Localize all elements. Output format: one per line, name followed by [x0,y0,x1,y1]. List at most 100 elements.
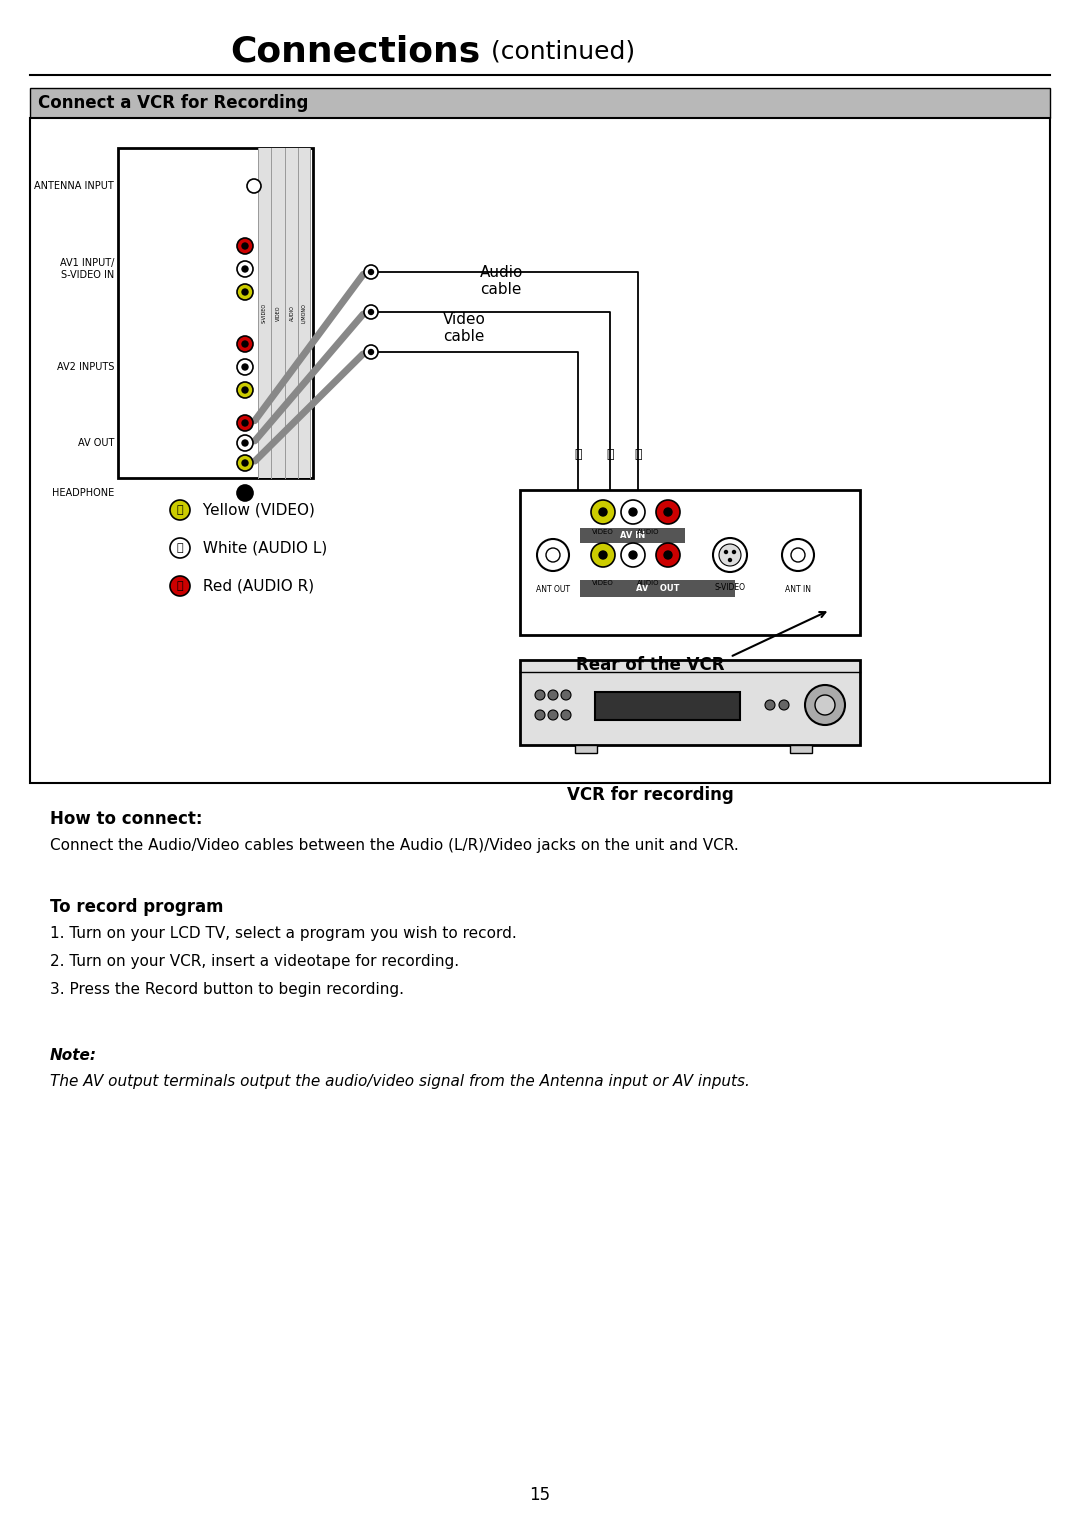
Circle shape [364,266,378,279]
Circle shape [242,363,248,370]
Circle shape [732,551,735,553]
Text: To record program: To record program [50,898,224,916]
Circle shape [537,539,569,571]
Circle shape [364,305,378,319]
Circle shape [242,266,248,272]
Circle shape [815,695,835,715]
Text: Ⓡ: Ⓡ [634,449,642,461]
Text: Connections: Connections [230,35,480,69]
Text: 1. Turn on your LCD TV, select a program you wish to record.: 1. Turn on your LCD TV, select a program… [50,925,516,941]
Bar [575,745,597,753]
Circle shape [599,551,607,559]
Circle shape [247,179,261,192]
Text: AV2 INPUTS: AV2 INPUTS [56,362,114,373]
Bar [30,118,1050,783]
Circle shape [237,261,253,276]
Text: VIDEO: VIDEO [592,580,613,586]
Circle shape [664,551,672,559]
Text: Video
cable: Video cable [443,312,486,345]
Bar [580,580,735,597]
Circle shape [237,238,253,253]
Text: VIDEO: VIDEO [275,305,281,321]
Circle shape [591,544,615,567]
Circle shape [535,690,545,699]
Circle shape [629,551,637,559]
Bar [519,490,860,635]
Text: AV OUT: AV OUT [78,438,114,447]
Text: AUDIO: AUDIO [637,528,659,534]
Circle shape [242,420,248,426]
Text: White (AUDIO L): White (AUDIO L) [198,541,327,556]
Circle shape [729,559,731,562]
Text: ANTENNA INPUT: ANTENNA INPUT [35,182,114,191]
Text: AV1 INPUT/
S-VIDEO IN: AV1 INPUT/ S-VIDEO IN [59,258,114,279]
Text: ANT OUT: ANT OUT [536,585,570,594]
Circle shape [237,359,253,376]
Text: L/MONO: L/MONO [301,302,307,322]
Circle shape [535,710,545,721]
Circle shape [548,690,558,699]
Circle shape [364,345,378,359]
Text: ⓦ: ⓦ [177,544,184,553]
Circle shape [664,508,672,516]
Circle shape [170,576,190,596]
Text: S-VIDEO: S-VIDEO [715,583,745,592]
Text: AV    OUT: AV OUT [636,583,679,592]
Circle shape [765,699,775,710]
Circle shape [237,435,253,450]
Circle shape [719,544,741,567]
Text: ⓦ: ⓦ [606,449,613,461]
Text: AUDIO: AUDIO [637,580,659,586]
Circle shape [561,690,571,699]
Bar [118,148,313,478]
Circle shape [621,499,645,524]
Circle shape [546,548,561,562]
Circle shape [242,341,248,347]
Bar [580,528,685,544]
Text: Yellow (VIDEO): Yellow (VIDEO) [198,502,315,518]
Text: ⓨ: ⓨ [575,449,582,461]
Circle shape [561,710,571,721]
Circle shape [368,350,374,354]
Circle shape [237,455,253,470]
Circle shape [713,538,747,573]
Bar [30,89,1050,118]
Text: 15: 15 [529,1486,551,1504]
Circle shape [782,539,814,571]
Bar [258,148,310,478]
Text: S-VIDEO: S-VIDEO [261,302,267,324]
Circle shape [237,284,253,299]
Text: AV IN: AV IN [620,531,645,541]
Text: VCR for recording: VCR for recording [567,786,733,805]
Bar [519,660,860,745]
Circle shape [237,382,253,399]
Text: Note:: Note: [50,1048,97,1063]
Text: HEADPHONE: HEADPHONE [52,489,114,498]
Text: 3. Press the Record button to begin recording.: 3. Press the Record button to begin reco… [50,982,404,997]
Circle shape [368,310,374,315]
Text: How to connect:: How to connect: [50,809,203,828]
Text: ANT IN: ANT IN [785,585,811,594]
Circle shape [242,289,248,295]
Text: 2. Turn on your VCR, insert a videotape for recording.: 2. Turn on your VCR, insert a videotape … [50,954,459,970]
Bar [789,745,812,753]
Circle shape [368,269,374,275]
Text: Ⓡ: Ⓡ [177,580,184,591]
Circle shape [242,386,248,392]
Circle shape [805,686,845,725]
Circle shape [599,508,607,516]
Circle shape [242,440,248,446]
Text: AUDIO: AUDIO [289,305,295,321]
Bar [595,692,740,721]
Circle shape [548,710,558,721]
Text: The AV output terminals output the audio/video signal from the Antenna input or : The AV output terminals output the audio… [50,1073,750,1089]
Circle shape [656,499,680,524]
Circle shape [170,538,190,557]
Text: Connect the Audio/Video cables between the Audio (L/R)/Video jacks on the unit a: Connect the Audio/Video cables between t… [50,838,739,854]
Text: ⓨ: ⓨ [177,505,184,515]
Text: Audio
cable: Audio cable [480,266,524,298]
Text: Rear of the VCR: Rear of the VCR [576,657,725,673]
Circle shape [237,415,253,431]
Circle shape [242,460,248,466]
Circle shape [242,243,248,249]
